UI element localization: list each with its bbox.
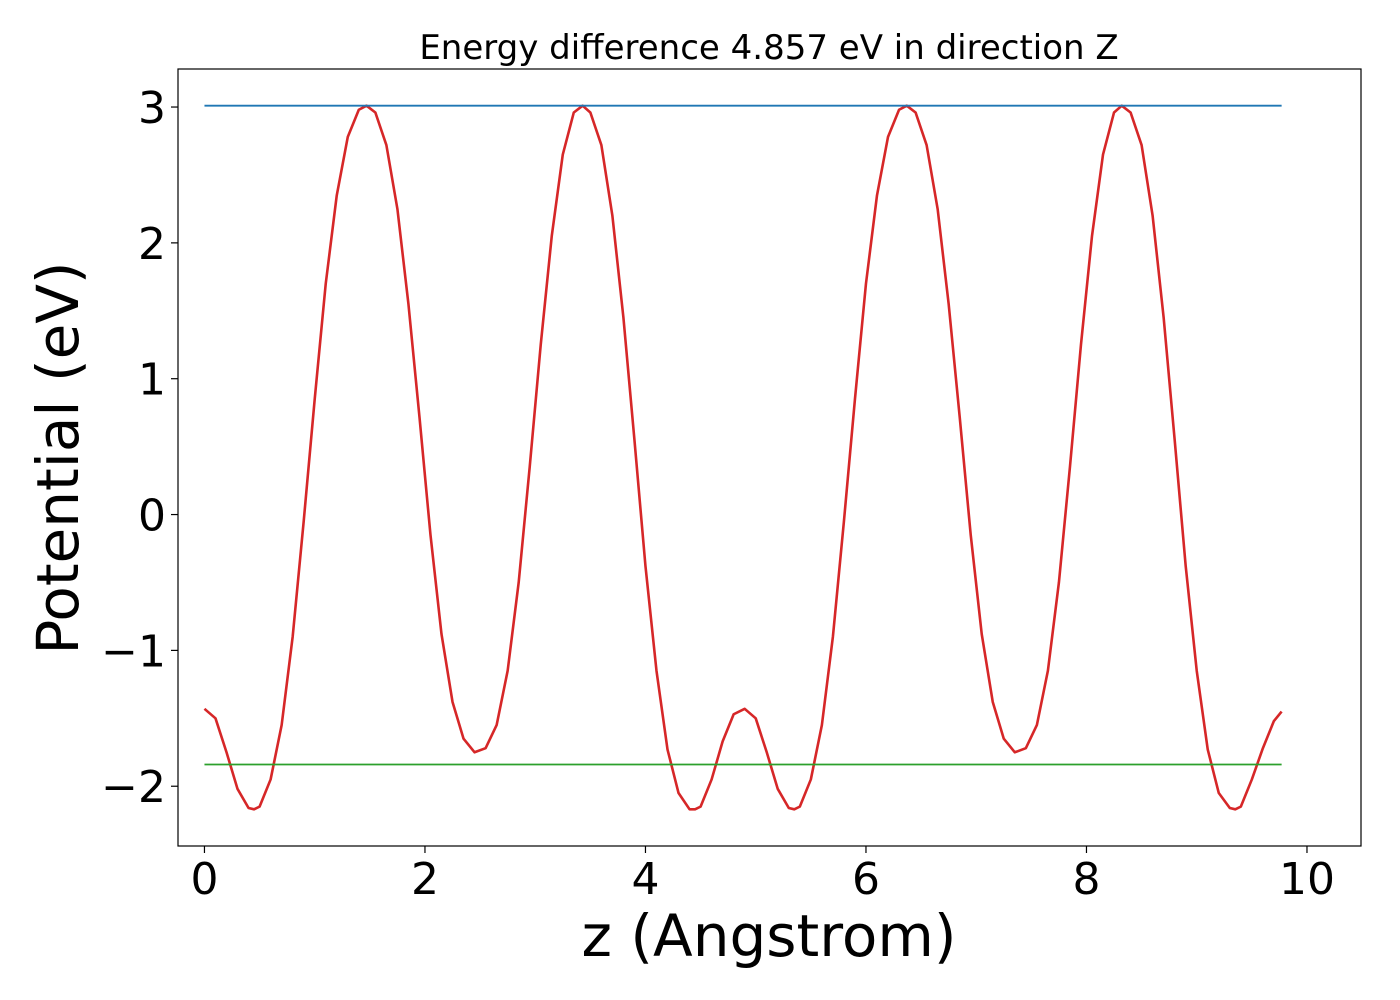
series-layer	[203, 104, 1283, 811]
y-axis-label: Potential (eV)	[24, 261, 92, 654]
y-tick-label: −1	[101, 626, 166, 677]
plot-frame	[177, 68, 1362, 847]
series-line-0	[203, 104, 1283, 811]
x-tick-label: 0	[190, 854, 218, 905]
x-tick-label: 2	[411, 854, 439, 905]
x-tick-label: 4	[631, 854, 659, 905]
chart-title: Energy difference 4.857 eV in direction …	[419, 28, 1118, 68]
x-axis-label: z (Angstrom)	[582, 902, 957, 970]
y-tick-label: 0	[138, 491, 166, 542]
x-tick-label: 10	[1279, 854, 1335, 905]
x-tick-label: 8	[1072, 854, 1100, 905]
y-tick-label: −2	[101, 762, 166, 813]
x-tick-label: 6	[852, 854, 880, 905]
y-tick-label: 3	[138, 83, 166, 134]
y-tick-label: 1	[138, 355, 166, 406]
y-axis: −2 −1 0 1 2 3	[101, 83, 178, 813]
x-axis: 0 2 4 6 8 10	[190, 846, 1335, 905]
y-tick-label: 2	[138, 219, 166, 270]
